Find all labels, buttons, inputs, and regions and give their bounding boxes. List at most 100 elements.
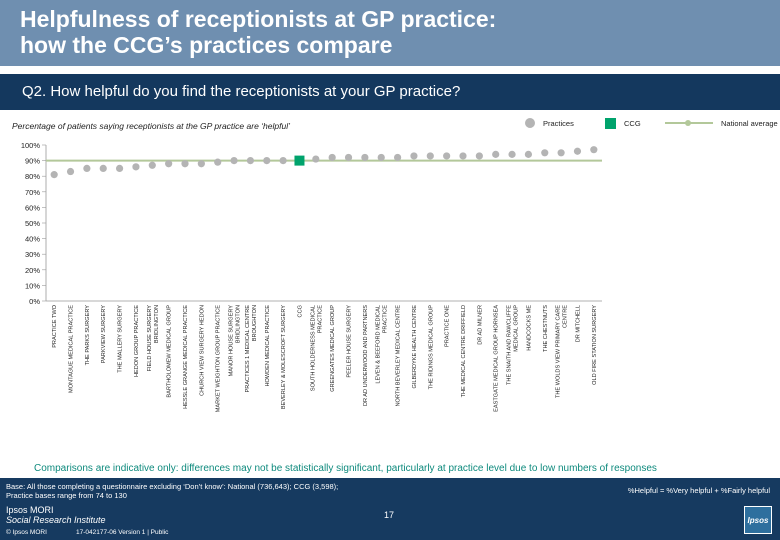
practice-point: [66, 167, 75, 176]
x-tick-label: MARKET WEIGHTON GROUP PRACTICE: [216, 305, 222, 412]
x-tick-label: THE CHESTNUTS: [543, 305, 549, 352]
ccg-point: [294, 155, 305, 166]
y-tick-label: 0%: [29, 297, 40, 306]
y-tick-label: 40%: [25, 235, 40, 244]
x-tick-label-line: MEDICAL GROUP: [514, 305, 520, 352]
x-tick-label: HANDCOCKS ME: [526, 305, 532, 351]
header-band: Helpfulness of receptionists at GP pract…: [0, 0, 780, 66]
x-tick-label: GILBERDYKE HEALTH CENTRE: [412, 305, 418, 389]
practice-point: [492, 150, 500, 158]
x-tick-label-line: THE SNAITH AND RAWCLIFFE: [507, 305, 513, 385]
x-tick-label-line: THE PARKS SURGERY: [85, 305, 91, 366]
practice-point: [508, 150, 516, 158]
page-title-line-1: Helpfulness of receptionists at GP pract…: [20, 6, 497, 32]
x-tick-label: GREENGATES MEDICAL GROUP: [330, 305, 336, 392]
x-tick-label: LEVEN & BEEFORD MEDICALPRACTICE: [376, 305, 389, 384]
chart-subtitle: Percentage of patients saying receptioni…: [12, 121, 290, 131]
x-tick-label: HEDON GROUP PRACTICE: [134, 305, 140, 377]
practice-point: [459, 152, 467, 160]
x-tick-label-line: OLD FIRE STATION SURGERY: [592, 305, 598, 385]
x-tick-label: FIELD HOUSE SURGERYBRIDLINGTON: [147, 305, 160, 372]
y-tick-label: 30%: [25, 250, 40, 259]
practice-point: [377, 153, 385, 162]
x-tick-label-line: MARKET WEIGHTON GROUP PRACTICE: [216, 305, 222, 412]
practice-point: [279, 157, 287, 165]
y-tick-label: 10%: [25, 281, 40, 290]
x-tick-label: EASTGATE MEDICAL GROUP HORNSEA: [494, 305, 500, 412]
x-tick-label-line: DR AD UNDERWOOD AND PARTNERS: [363, 305, 369, 406]
x-tick-label: DR AD UNDERWOOD AND PARTNERS: [363, 305, 369, 406]
practice-point: [590, 146, 598, 154]
footer: Base: All those completing a questionnai…: [0, 478, 780, 540]
x-tick-label: THE PARKS SURGERY: [85, 305, 91, 366]
legend-ccg-label: CCG: [624, 118, 641, 128]
x-tick-label-line: BRIDLINGTON: [236, 305, 242, 343]
practice-point: [410, 152, 418, 160]
practice-point: [83, 164, 91, 172]
legend-practices-label: Practices: [543, 118, 574, 128]
x-tick-label-line: BRIDLINGTON: [154, 305, 160, 343]
x-tick-label: MANOR HOUSE SURGERYBRIDLINGTON: [229, 305, 242, 377]
practice-point: [197, 160, 205, 168]
practice-point: [115, 164, 124, 172]
x-tick-label-line: THE RIDINGS MEDICAL GROUP: [428, 305, 434, 390]
practice-point: [50, 171, 58, 179]
practice-point: [443, 152, 451, 160]
y-tick-label: 80%: [25, 172, 40, 181]
job-reference: 17-042177-06 Version 1 | Public: [76, 529, 169, 536]
x-tick-label-line: SOUTH HOLDERNESS MEDICAL: [310, 305, 316, 391]
practice-point: [214, 158, 222, 166]
x-tick-label-line: CENTRE: [563, 305, 569, 328]
social-research-institute-text: Social Research Institute: [6, 515, 106, 525]
x-tick-label-line: NORTH BEVERLEY MEDICAL CENTRE: [396, 305, 402, 407]
x-tick-label: THE RIDINGS MEDICAL GROUP: [428, 305, 434, 390]
x-tick-label: CCG: [297, 305, 303, 317]
x-tick-label: BARTHOLOMEW MEDICAL GROUP: [167, 305, 173, 398]
x-tick-label: THE MEDICAL CENTRE DRIFFIELD: [461, 305, 467, 397]
x-tick-label-line: DR AD MILNER: [477, 305, 483, 345]
practice-point: [475, 152, 483, 160]
y-tick-label: 60%: [25, 203, 40, 212]
practice-point: [246, 157, 255, 165]
x-tick-label-line: PRACTICE ONE: [445, 305, 451, 347]
x-tick-label-line: GILBERDYKE HEALTH CENTRE: [412, 305, 418, 389]
x-tick-label: SOUTH HOLDERNESS MEDICALPRACTICE: [310, 305, 323, 391]
x-tick-label: THE MALLERY SURGERY: [118, 305, 124, 373]
practice-point: [99, 164, 107, 172]
x-tick-label-line: MANOR HOUSE SURGERY: [229, 305, 235, 377]
x-tick-label: MONTAGUE MEDICAL PRACTICE: [69, 305, 75, 393]
x-tick-label-line: THE MEDICAL CENTRE DRIFFIELD: [461, 305, 467, 397]
practice-point: [426, 152, 434, 160]
page-number: 17: [384, 510, 395, 520]
x-tick-label: CHURCH VIEW SURGERY HEDON: [199, 305, 205, 396]
question-text: Q2. How helpful do you find the receptio…: [22, 83, 461, 100]
x-tick-label-line: HANDCOCKS ME: [526, 305, 532, 351]
x-tick-label-line: GREENGATES MEDICAL GROUP: [330, 305, 336, 392]
page-title: Helpfulness of receptionists at GP pract…: [20, 6, 496, 58]
x-tick-label: DR MITCHELL: [575, 305, 581, 342]
ipsos-mori-logo-text: Ipsos MORI: [6, 505, 54, 515]
x-tick-label-line: BARTHOLOMEW MEDICAL GROUP: [167, 305, 173, 398]
x-tick-label-line: MONTAGUE MEDICAL PRACTICE: [69, 305, 75, 393]
y-tick-label: 20%: [25, 266, 40, 275]
x-tick-label-line: THE MALLERY SURGERY: [118, 305, 124, 373]
legend-national: National average: [665, 117, 778, 129]
y-tick-label: 70%: [25, 188, 40, 197]
helpful-definition: %Helpful = %Very helpful + %Fairly helpf…: [627, 486, 770, 495]
legend-ccg: CCG: [605, 117, 641, 129]
comparison-note: Comparisons are indicative only: differe…: [34, 463, 657, 474]
x-tick-label-line: THE WOLDS VIEW PRIMARY CARE: [556, 305, 562, 398]
practice-point: [344, 153, 353, 162]
x-tick-label: NORTH BEVERLEY MEDICAL CENTRE: [396, 305, 402, 407]
x-tick-label-line: PARKVIEW SURGERY: [101, 305, 107, 363]
page-title-line-2: how the CCG’s practices compare: [20, 32, 393, 58]
practice-point: [181, 160, 189, 168]
ipsos-logo: Ipsos: [744, 506, 772, 534]
legend-national-label: National average: [721, 118, 778, 128]
practice-point: [541, 149, 549, 157]
x-tick-label: OLD FIRE STATION SURGERY: [592, 305, 598, 385]
x-tick-label: PEELER HOUSE SURGERY: [347, 305, 353, 378]
x-tick-label-line: THE CHESTNUTS: [543, 305, 549, 352]
x-tick-label-line: EASTGATE MEDICAL GROUP HORNSEA: [494, 305, 500, 412]
